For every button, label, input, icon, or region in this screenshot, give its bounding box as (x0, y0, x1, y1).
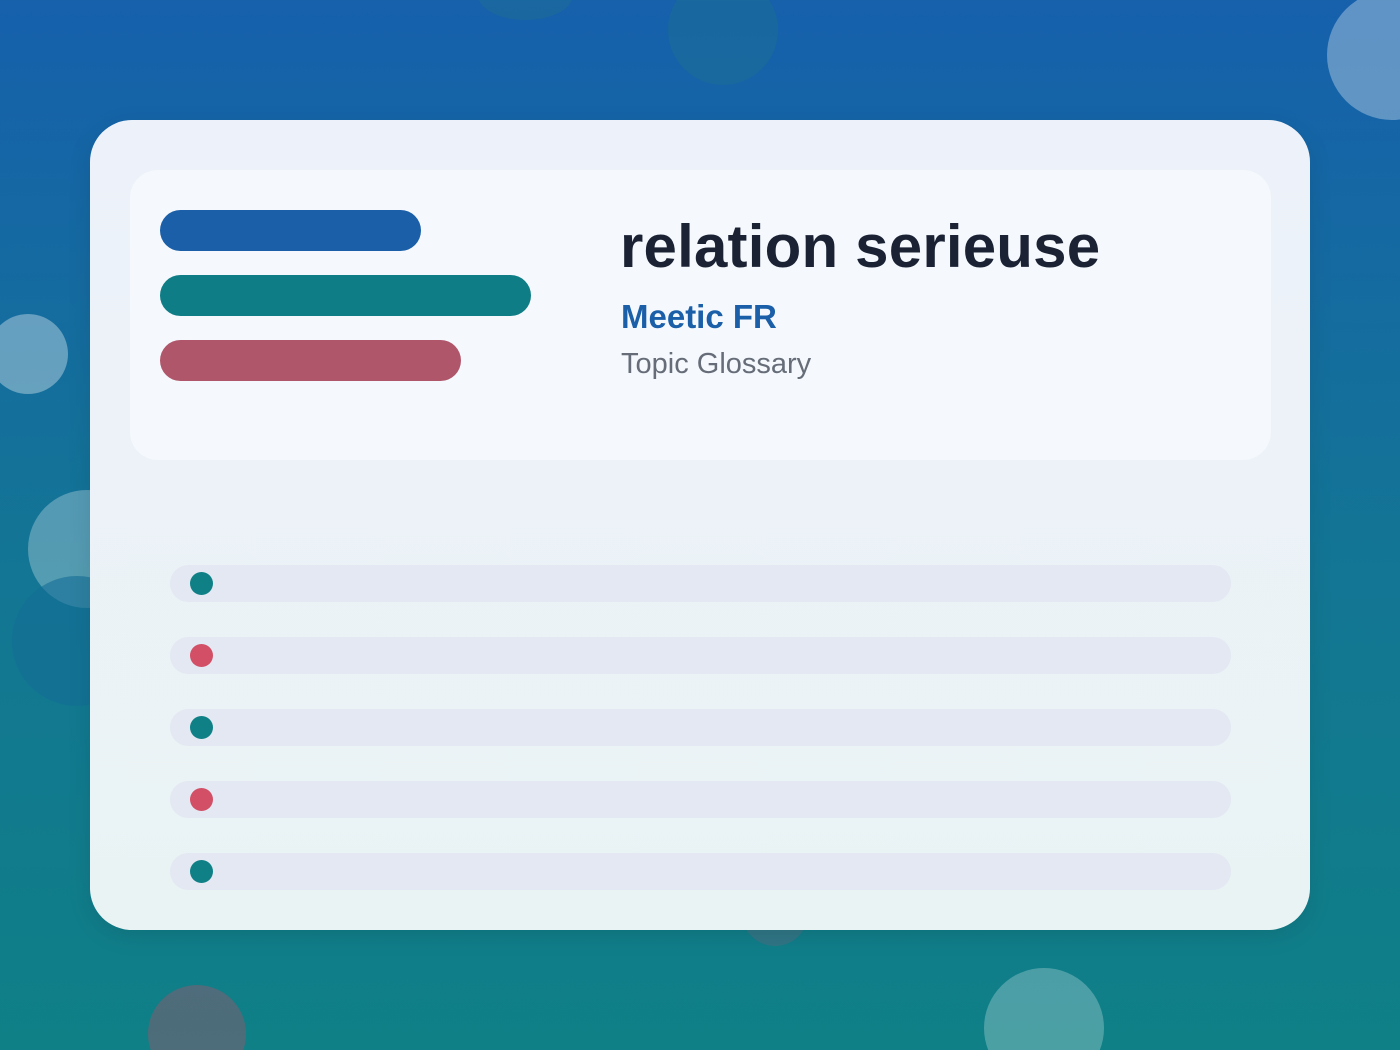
page-title: relation serieuse (620, 213, 1101, 280)
background-bubble (148, 985, 246, 1050)
bullet-icon (190, 572, 213, 595)
bullet-icon (190, 644, 213, 667)
list-item[interactable] (170, 565, 1231, 602)
site-name: Meetic FR (621, 298, 777, 335)
bullet-icon (190, 716, 213, 739)
decorative-bar-blue (160, 210, 421, 251)
bullet-icon (190, 860, 213, 883)
background-bubble (1327, 0, 1400, 120)
list-item[interactable] (170, 709, 1231, 746)
list-item[interactable] (170, 781, 1231, 818)
page-caption: Topic Glossary (621, 348, 812, 380)
background-bubble (0, 314, 68, 394)
decorative-bar-teal (160, 275, 531, 316)
background-bubble (478, 0, 573, 20)
decorative-bar-rose (160, 340, 461, 381)
list-item[interactable] (170, 637, 1231, 674)
header-panel: relation serieuse Meetic FR Topic Glossa… (130, 170, 1271, 460)
list-item[interactable] (170, 853, 1231, 890)
background-bubble (668, 0, 778, 85)
background-bubble (984, 968, 1104, 1050)
glossary-card: relation serieuse Meetic FR Topic Glossa… (90, 120, 1310, 930)
bullet-icon (190, 788, 213, 811)
